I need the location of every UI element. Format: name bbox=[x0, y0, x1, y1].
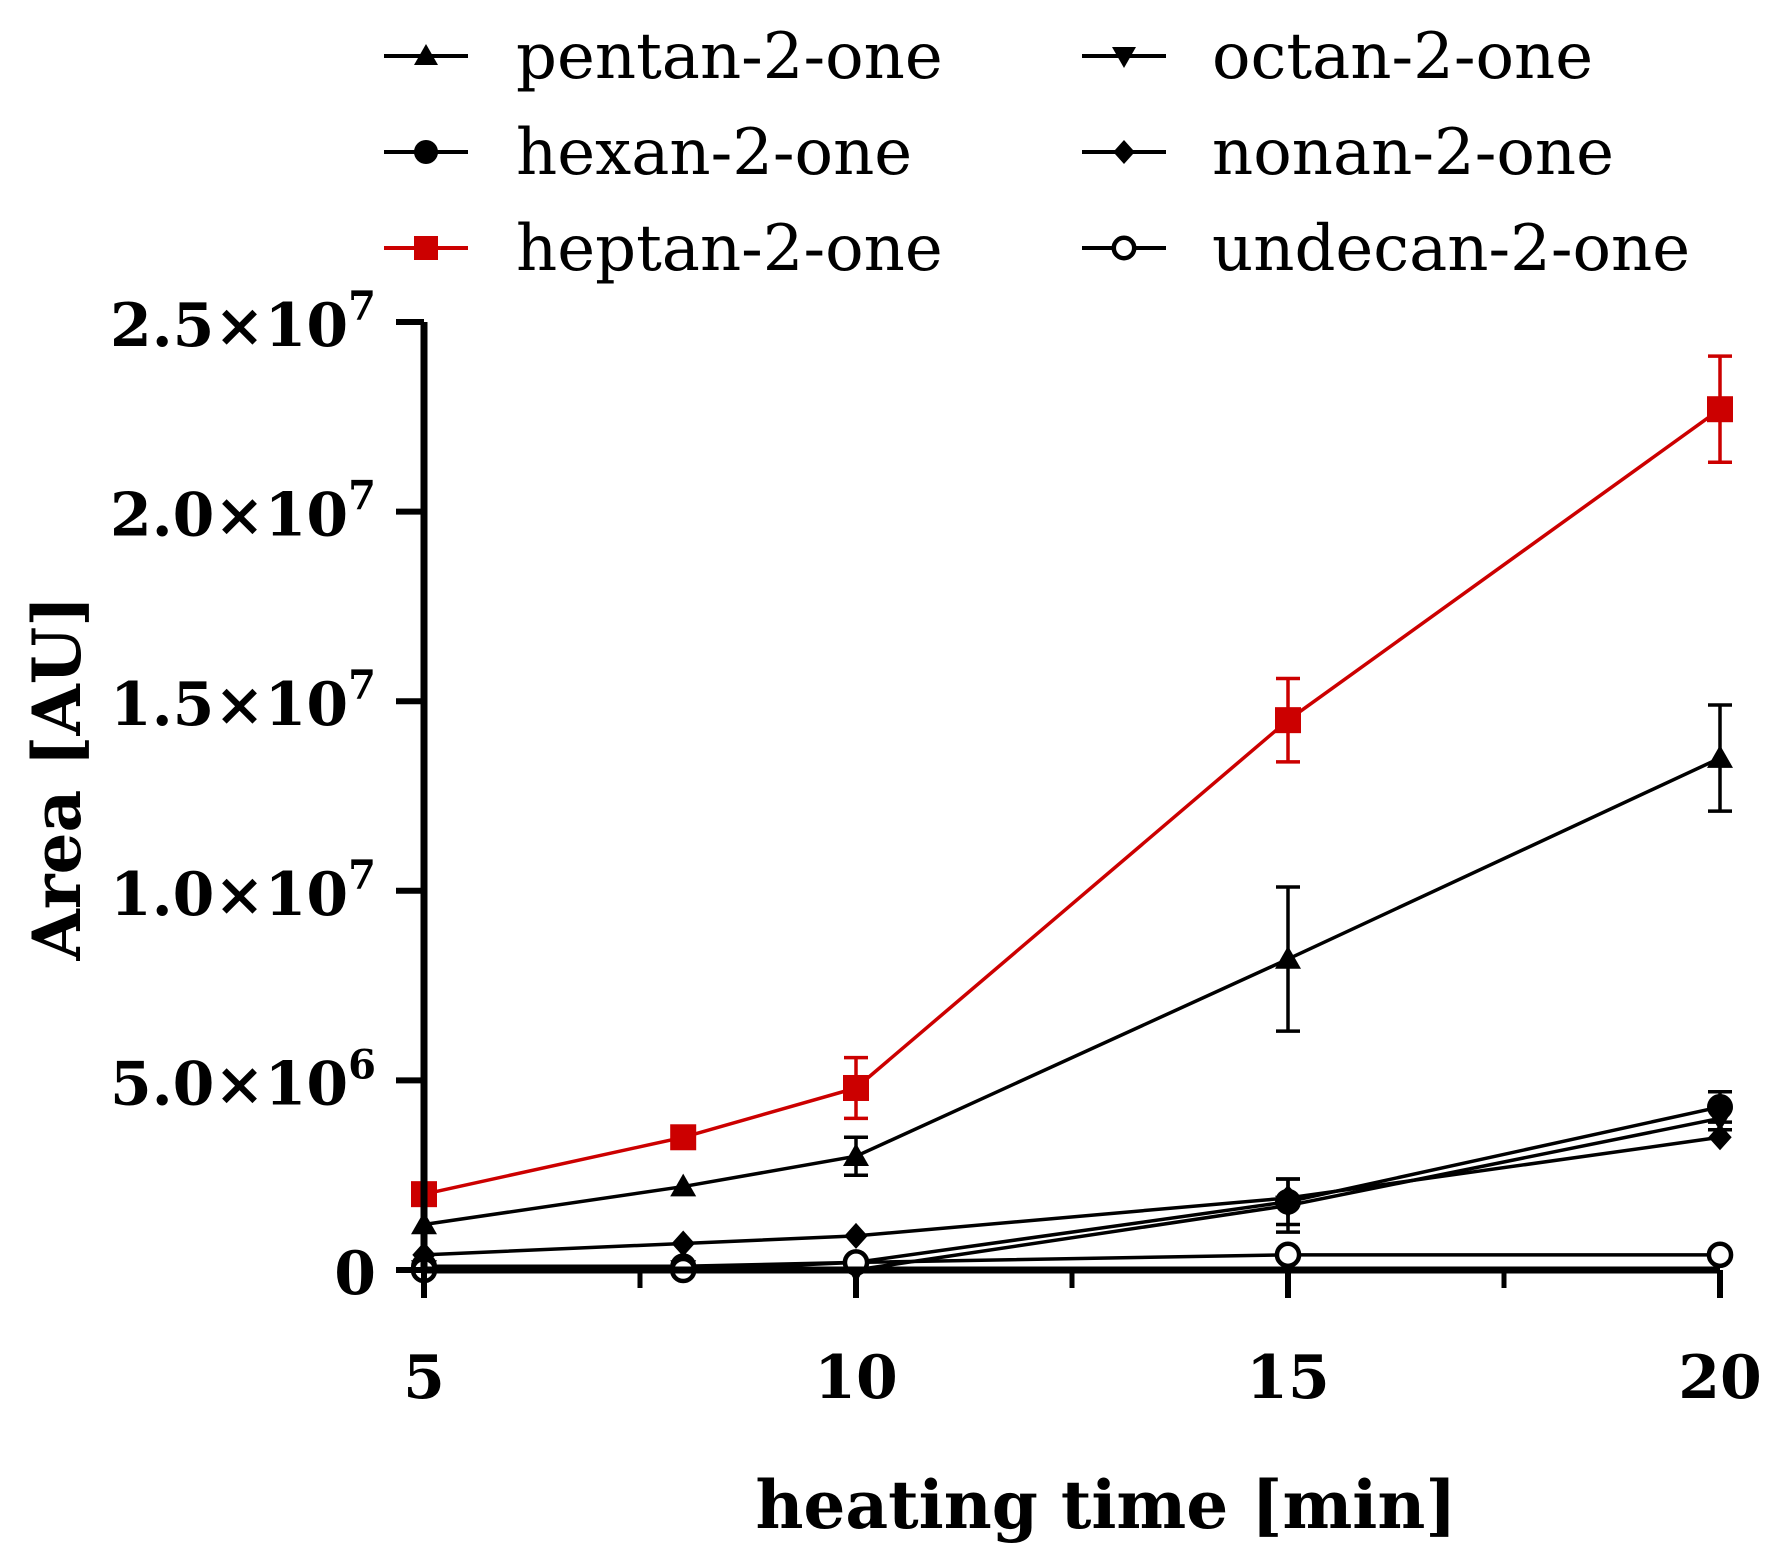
y-tick-label: 1.0×107 bbox=[110, 852, 376, 930]
data-point bbox=[1275, 946, 1301, 969]
legend-item-pentan-2-one: pentan-2-one bbox=[384, 20, 943, 94]
data-point bbox=[843, 1143, 869, 1166]
data-point bbox=[1706, 1241, 1734, 1269]
x-tick-label: 5 bbox=[403, 1343, 445, 1413]
data-point bbox=[670, 1124, 697, 1151]
data-point bbox=[1275, 707, 1301, 734]
legend-label: octan-2-one bbox=[1212, 20, 1593, 94]
axes bbox=[420, 322, 1720, 1274]
legend-marker bbox=[1112, 47, 1136, 68]
legend-label: heptan-2-one bbox=[516, 212, 943, 286]
x-tick-label: 20 bbox=[1678, 1343, 1762, 1413]
series-octan-2-one bbox=[411, 1105, 1733, 1283]
y-tick-label: 2.0×107 bbox=[110, 473, 376, 551]
legend-label: nonan-2-one bbox=[1212, 116, 1614, 190]
y-tick-label: 0 bbox=[334, 1239, 376, 1309]
legend-item-hexan-2-one: hexan-2-one bbox=[384, 116, 912, 190]
legend-item-nonan-2-one: nonan-2-one bbox=[1082, 116, 1614, 190]
x-axis-title: heating time [min] bbox=[755, 1466, 1456, 1544]
data-point bbox=[844, 1222, 868, 1249]
legend-label: undecan-2-one bbox=[1212, 212, 1690, 286]
y-axis-title: Area [AU] bbox=[18, 596, 96, 962]
data-point bbox=[1276, 1184, 1300, 1211]
data-point bbox=[670, 1173, 697, 1197]
x-tick-label: 10 bbox=[814, 1343, 898, 1413]
legend-item-undecan-2-one: undecan-2-one bbox=[1082, 212, 1690, 286]
data-point bbox=[671, 1230, 695, 1257]
series-pentan-2-one bbox=[411, 703, 1733, 1235]
legend: pentan-2-one hexan-2-one heptan-2-one octan… bbox=[384, 20, 1690, 286]
legend-item-heptan-2-one: heptan-2-one bbox=[384, 212, 943, 286]
y-tick-label: 5.0×106 bbox=[110, 1041, 376, 1119]
data-point bbox=[843, 1074, 869, 1101]
data-point bbox=[1707, 396, 1733, 423]
data-point bbox=[1274, 1241, 1302, 1269]
x-tick-label: 15 bbox=[1246, 1343, 1330, 1413]
legend-marker bbox=[414, 140, 438, 164]
legend-label: pentan-2-one bbox=[516, 20, 943, 94]
data-point bbox=[1707, 1108, 1733, 1132]
legend-item-octan-2-one: octan-2-one bbox=[1082, 20, 1593, 94]
series-heptan-2-one bbox=[411, 354, 1733, 1208]
legend-label: hexan-2-one bbox=[516, 116, 912, 190]
series-line bbox=[423, 407, 1722, 1196]
y-tick-label: 2.5×107 bbox=[110, 283, 376, 361]
series-line bbox=[424, 1105, 1721, 1268]
ticks: 5 10 15 20 0 5.0×106 1.0×107 1.5×107 2.0×107 2.5×… bbox=[110, 283, 1762, 1413]
series-layer bbox=[410, 354, 1734, 1284]
data-point bbox=[1708, 1124, 1732, 1151]
data-point bbox=[1707, 745, 1733, 768]
legend-marker bbox=[414, 236, 438, 260]
legend-marker bbox=[1111, 235, 1137, 261]
legend-marker bbox=[1113, 140, 1135, 164]
y-tick-label: 1.5×107 bbox=[110, 662, 376, 740]
legend-marker bbox=[414, 44, 438, 65]
series-line bbox=[423, 756, 1721, 1227]
series-hexan-2-one bbox=[411, 1090, 1733, 1280]
